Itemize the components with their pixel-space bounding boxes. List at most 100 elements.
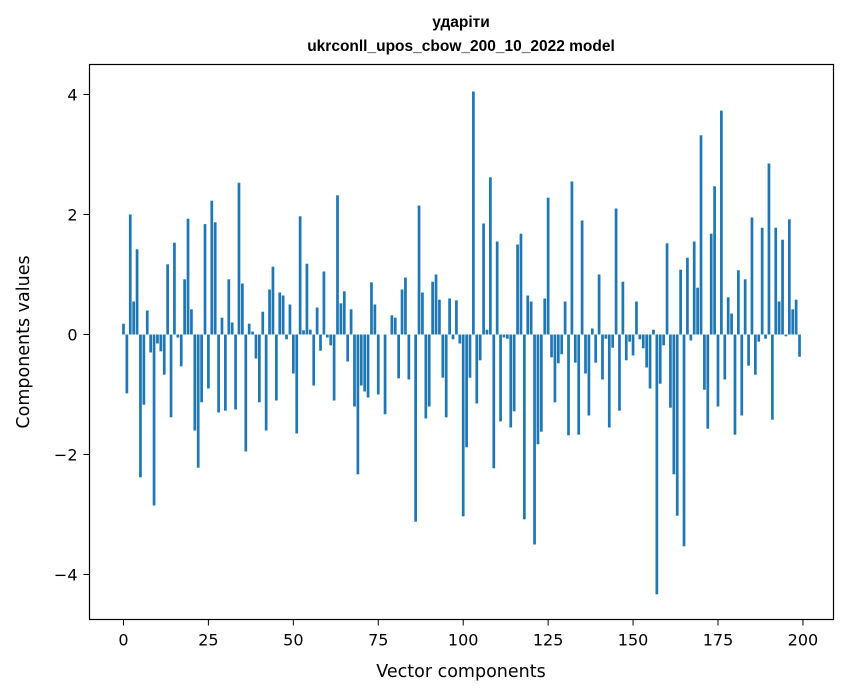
bar [777,301,781,335]
bar [784,334,788,337]
bar [597,274,601,335]
bar [455,300,458,335]
bar [176,334,180,338]
x-axis-ticks: 0 25 50 75 100 125 150 175 200 [118,619,818,650]
bar [750,217,754,335]
bar [550,334,553,358]
bar [757,334,761,342]
x-tick-label: 75 [368,631,388,650]
bar [696,287,699,335]
bar [553,334,557,403]
bar [577,334,581,435]
bar [631,334,635,356]
bar [601,334,604,380]
bar [179,334,183,367]
bar [506,334,509,339]
bar [760,227,764,335]
bar [522,334,526,520]
bar [227,279,231,335]
y-tick-label: 0 [67,326,77,345]
bar [308,329,312,335]
bar [787,219,791,335]
bar [156,334,159,344]
bar [448,298,451,335]
bar [556,334,560,364]
bar [526,295,530,335]
bar [393,317,397,335]
bar [441,334,445,378]
bar [529,301,533,335]
bar [669,334,672,408]
bar [682,334,686,547]
y-axis-label: Components values [14,255,34,428]
bar [230,322,234,335]
x-tick-label: 0 [118,631,128,650]
bar [203,224,207,335]
bar [346,334,350,362]
bar [295,334,299,434]
bar [720,110,723,335]
bar [383,334,387,415]
bar [251,331,254,335]
bar [458,334,462,344]
bar [754,334,757,375]
bar [285,334,288,340]
bar [570,181,574,335]
bar [417,205,421,335]
bar [353,334,356,407]
bar [468,334,472,378]
bar [679,269,682,335]
bar [465,334,468,448]
bar [224,334,227,411]
bar [407,334,411,380]
bar [376,334,380,395]
bar [580,220,584,335]
bar [234,334,237,410]
bar [478,334,482,361]
bar [512,334,516,412]
bar [737,270,740,335]
bar [261,311,265,335]
bar [159,334,163,352]
x-axis-label: Vector components [376,662,545,682]
bar [404,277,407,335]
bar [274,334,278,401]
bar [142,334,146,405]
bar [363,334,367,392]
bar [516,244,519,335]
bar [774,227,778,335]
bar [699,135,703,335]
bar [489,177,492,335]
bar [495,241,499,335]
bar [190,309,193,335]
bar [217,334,220,413]
bar [692,241,696,335]
bar [509,334,513,428]
bar [125,334,129,394]
bar [716,334,720,407]
bar [183,279,186,335]
bar [370,282,373,335]
bar [288,304,292,335]
bar [740,334,744,416]
bar [241,283,244,335]
y-tick-label: 2 [67,206,77,225]
bar [373,304,377,335]
bar [472,91,475,335]
bar [485,329,489,335]
bar [499,334,502,422]
bar [356,334,360,475]
bar [689,334,693,341]
bar [220,317,224,335]
bar [400,289,404,335]
bar [336,195,339,335]
x-tick-label: 125 [533,631,564,650]
bar [781,239,784,335]
y-tick-label: −2 [54,446,78,465]
bar [618,334,621,411]
bar [325,334,329,338]
bar [128,214,132,335]
bar [546,197,550,335]
bar [434,274,438,335]
